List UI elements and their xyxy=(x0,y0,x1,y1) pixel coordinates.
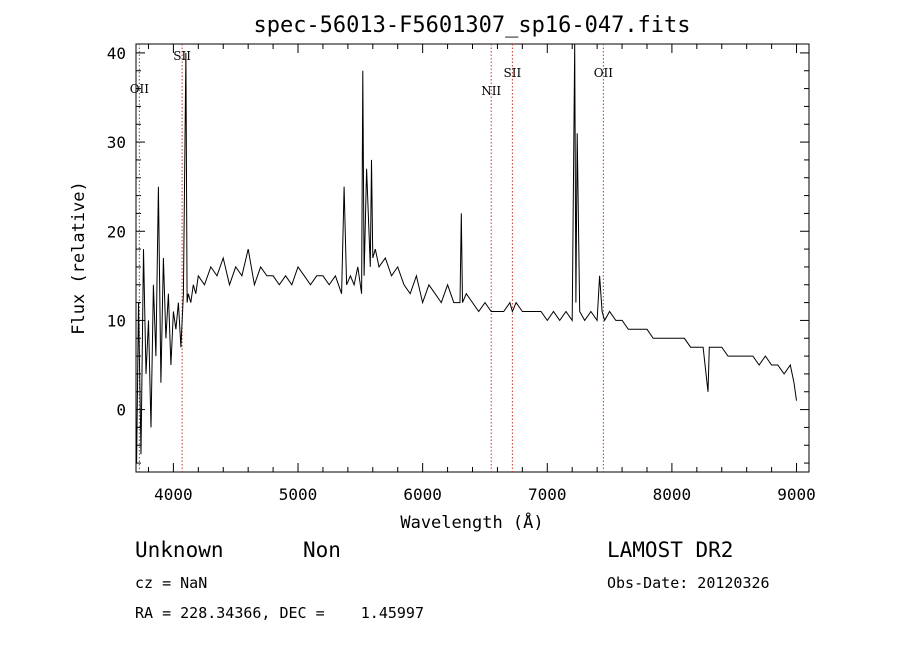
observation-date: Obs-Date: 20120326 xyxy=(607,574,770,592)
x-tick-label: 8000 xyxy=(653,485,692,504)
chart-title: spec-56013-F5601307_sp16-047.fits xyxy=(253,13,690,38)
y-tick-label: 30 xyxy=(107,133,126,152)
object-subclass: Non xyxy=(303,538,341,562)
plot-frame xyxy=(135,43,810,473)
spectrum-line xyxy=(136,43,797,464)
survey-name: LAMOST DR2 xyxy=(607,538,734,562)
emission-line-label: OII xyxy=(594,66,614,80)
emission-line-label: OII xyxy=(130,82,150,96)
redshift-readout: cz = NaN xyxy=(135,574,208,592)
x-tick-label: 4000 xyxy=(154,485,193,504)
emission-line-label: NII xyxy=(481,84,501,98)
emission-line-label: SII xyxy=(504,66,522,80)
x-tick-label: 6000 xyxy=(403,485,442,504)
y-tick-label: 10 xyxy=(107,311,126,330)
y-tick-label: 40 xyxy=(107,44,126,63)
y-axis-label: Flux (relative) xyxy=(69,181,89,335)
y-tick-label: 20 xyxy=(107,222,126,241)
x-tick-label: 5000 xyxy=(279,485,318,504)
y-tick-label: 0 xyxy=(116,401,126,420)
object-class: Unknown xyxy=(135,538,224,562)
coordinates-readout: RA = 228.34366, DEC = 1.45997 xyxy=(135,604,424,622)
emission-line-label: SII xyxy=(173,49,191,63)
x-axis-label: Wavelength (Å) xyxy=(400,511,543,533)
x-tick-label: 9000 xyxy=(777,485,816,504)
x-tick-label: 7000 xyxy=(528,485,567,504)
axis-ticks: 4000 5000 6000 7000 8000 9000 0 10 20 30 40 xyxy=(107,44,816,504)
